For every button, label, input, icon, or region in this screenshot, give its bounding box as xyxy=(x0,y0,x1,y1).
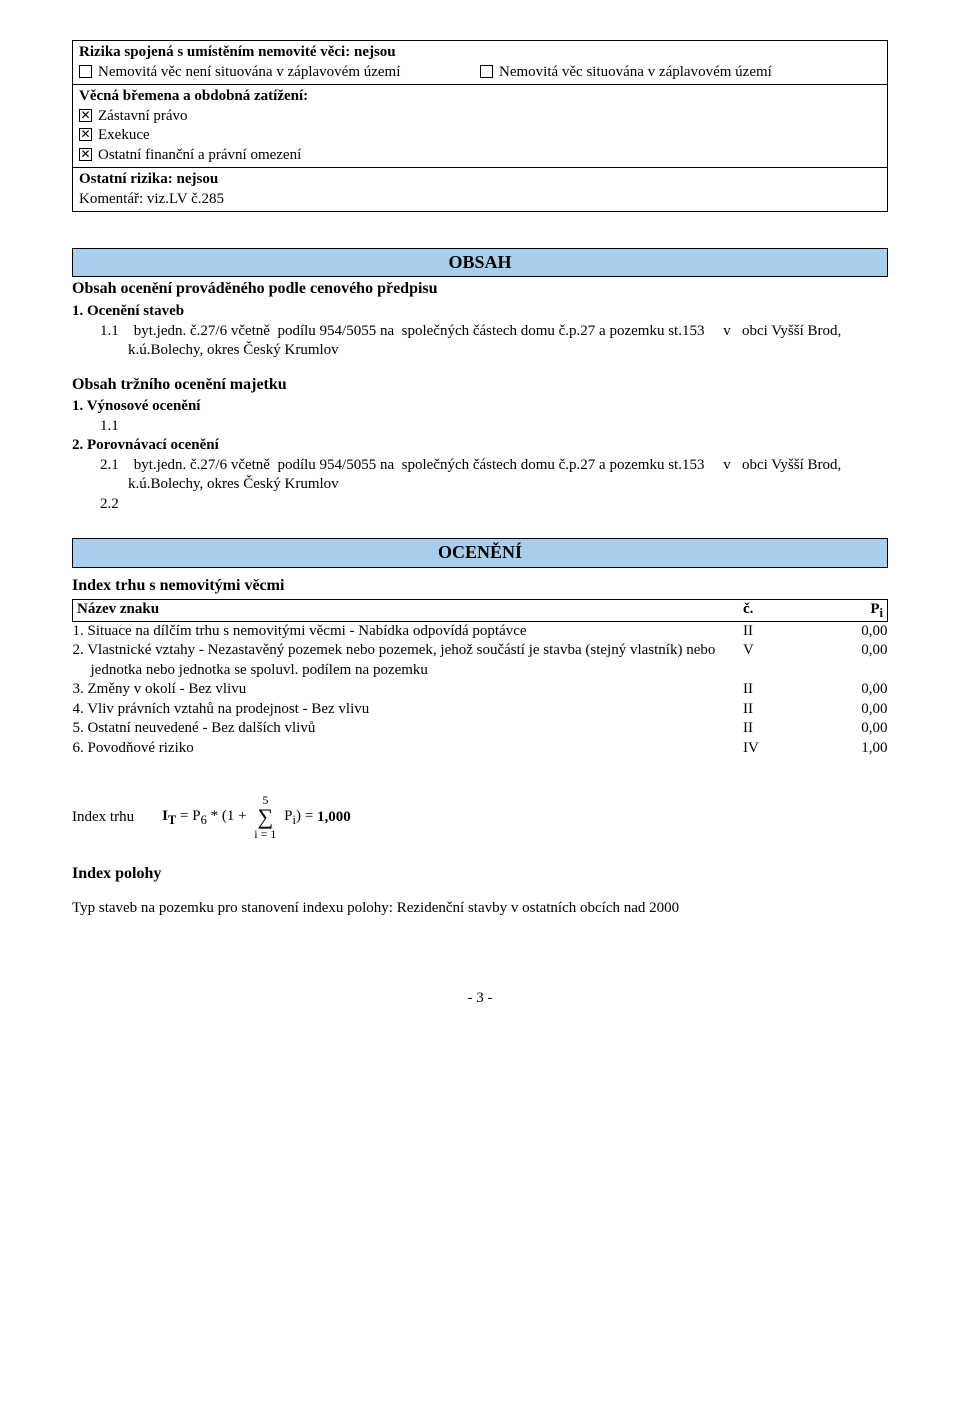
index-polohy-title: Index polohy xyxy=(72,864,888,885)
checkbox-empty-icon xyxy=(79,65,92,78)
znaky-row-text: 1. Situace na dílčím trhu s nemovitými v… xyxy=(73,621,744,641)
obsah-h2: Obsah tržního ocenění majetku xyxy=(72,375,888,396)
other-risks-line: Ostatní rizika: nejsou xyxy=(79,170,881,190)
formula-eq1: = P6 * (1 + xyxy=(176,807,250,828)
sigma-bot: i = 1 xyxy=(254,828,276,840)
znaky-row-code: II xyxy=(743,621,813,641)
znaky-row-value: 0,00 xyxy=(813,719,888,739)
znaky-row-value: 0,00 xyxy=(813,621,888,641)
znaky-row-value: 0,00 xyxy=(813,680,888,700)
risk-location-title: Rizika spojená s umístěním nemovité věci… xyxy=(79,43,881,63)
page-number: - 3 - xyxy=(72,989,888,1009)
znaky-row-text: 3. Změny v okolí - Bez vlivu xyxy=(73,680,744,700)
obsah-h1: Obsah ocenění prováděného podle cenového… xyxy=(72,279,888,300)
encumbrance-row-1: ✕ Zástavní právo xyxy=(79,107,881,127)
obsah-s2-1: 1.1 xyxy=(100,417,888,437)
znaky-row-code: II xyxy=(743,700,813,720)
obsah-s3: 2. Porovnávací ocenění xyxy=(72,436,888,456)
encumbrance-label-3: Ostatní finanční a právní omezení xyxy=(98,146,301,166)
znaky-row-value: 0,00 xyxy=(813,641,888,680)
znaky-row-code: IV xyxy=(743,739,813,759)
index-trhu-formula: Index trhu IT = P6 * (1 + 5 ∑ i = 1 Pi) … xyxy=(72,794,888,840)
obsah-s3-1: 2.1 byt.jedn. č.27/6 včetně podílu 954/5… xyxy=(100,456,888,495)
znaky-row-text: 5. Ostatní neuvedené - Bez dalších vlivů xyxy=(73,719,744,739)
checkbox-checked-icon: ✕ xyxy=(79,148,92,161)
encumbrances-title: Věcná břemena a obdobná zatížení: xyxy=(79,87,881,107)
obsah-s3-2: 2.2 xyxy=(100,495,888,515)
index-trhu-title: Index trhu s nemovitými věcmi xyxy=(72,576,888,597)
sigma-icon: 5 ∑ i = 1 xyxy=(254,794,276,840)
formula-post: Pi) = xyxy=(280,807,317,828)
znaky-row-text: 6. Povodňové riziko xyxy=(73,739,744,759)
obsah-header-bar: OBSAH xyxy=(72,248,888,277)
risk-location-table: Rizika spojená s umístěním nemovité věci… xyxy=(72,40,888,85)
sigma-symbol: ∑ xyxy=(258,806,274,828)
znaky-row-text: 4. Vliv právních vztahů na prodejnost - … xyxy=(73,700,744,720)
znaky-hdr-c: č. xyxy=(743,599,813,621)
typ-staveb-text: Typ staveb na pozemku pro stanovení inde… xyxy=(72,899,888,919)
encumbrance-label-1: Zástavní právo xyxy=(98,107,188,127)
znaky-row-value: 0,00 xyxy=(813,700,888,720)
flood-no-label: Nemovitá věc není situována v záplavovém… xyxy=(98,63,400,83)
obsah-s1-1: 1.1 byt.jedn. č.27/6 včetně podílu 954/5… xyxy=(100,322,888,361)
formula-val: 1,000 xyxy=(317,808,351,828)
encumbrance-label-2: Exekuce xyxy=(98,126,150,146)
formula-it: IT xyxy=(162,807,176,828)
znaky-hdr-name: Název znaku xyxy=(73,599,744,621)
flood-yes-label: Nemovitá věc situována v záplavovém územ… xyxy=(499,63,772,83)
znaky-row-value: 1,00 xyxy=(813,739,888,759)
obsah-s2: 1. Výnosové ocenění xyxy=(72,397,888,417)
encumbrances-table: Věcná břemena a obdobná zatížení: ✕ Zást… xyxy=(72,85,888,168)
checkbox-empty-icon xyxy=(480,65,493,78)
encumbrance-row-3: ✕ Ostatní finanční a právní omezení xyxy=(79,146,881,166)
other-risks-table: Ostatní rizika: nejsou Komentář: viz.LV … xyxy=(72,168,888,212)
oceneni-header-bar: OCENĚNÍ xyxy=(72,538,888,567)
znaky-row-text: 2. Vlastnické vztahy - Nezastavěný pozem… xyxy=(73,641,744,680)
comment-line: Komentář: viz.LV č.285 xyxy=(79,190,881,210)
flood-no-row: Nemovitá věc není situována v záplavovém… xyxy=(79,63,480,83)
obsah-s1: 1. Ocenění staveb xyxy=(72,302,888,322)
znaky-hdr-p: Pi xyxy=(813,599,888,621)
flood-yes-row: Nemovitá věc situována v záplavovém územ… xyxy=(480,63,881,83)
checkbox-checked-icon: ✕ xyxy=(79,109,92,122)
encumbrance-row-2: ✕ Exekuce xyxy=(79,126,881,146)
checkbox-checked-icon: ✕ xyxy=(79,128,92,141)
formula-label: Index trhu xyxy=(72,808,134,828)
znaky-row-code: II xyxy=(743,680,813,700)
znaky-row-code: V xyxy=(743,641,813,680)
znaky-row-code: II xyxy=(743,719,813,739)
znaky-table: Název znaku č. Pi 1. Situace na dílčím t… xyxy=(72,599,888,759)
